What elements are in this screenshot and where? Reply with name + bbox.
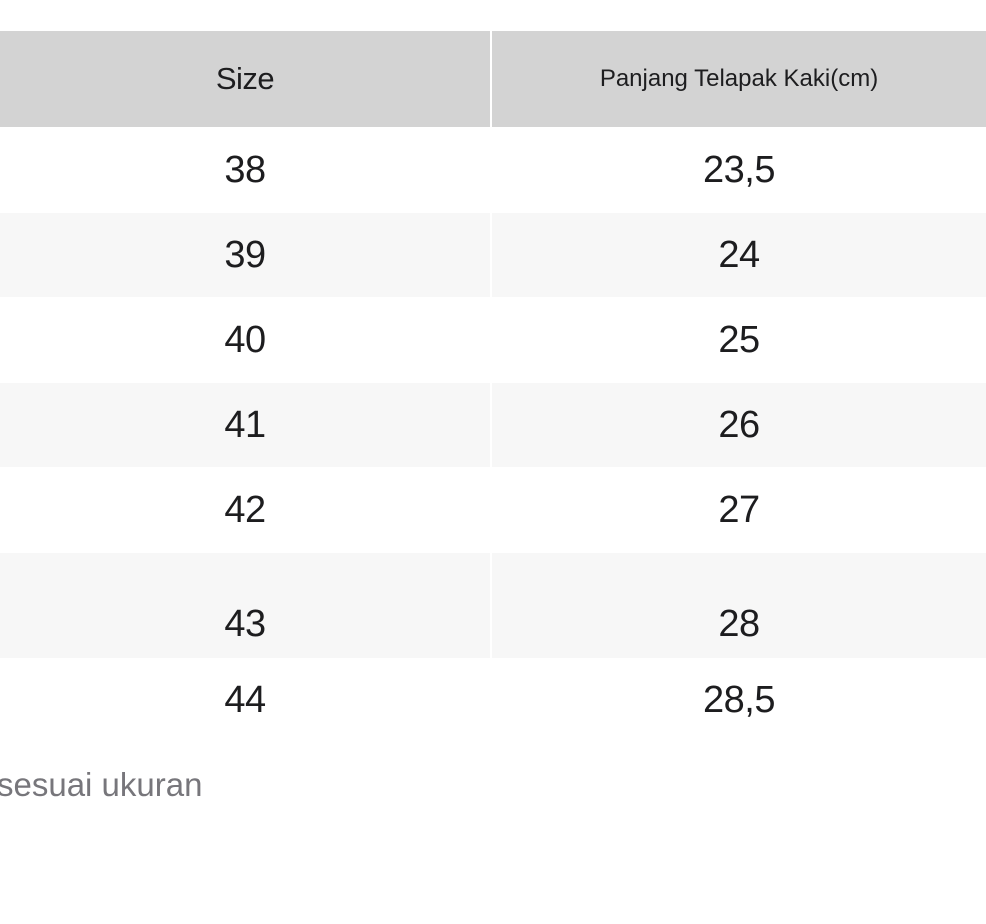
length-cell: 27 <box>490 467 986 553</box>
length-cell: 28 <box>490 553 986 658</box>
size-cell: 41 <box>224 403 266 446</box>
length-cell: 24 <box>490 213 986 297</box>
length-cell: 26 <box>490 383 986 467</box>
size-cell: 44 <box>224 678 266 721</box>
length-column-header: Panjang Telapak Kaki(cm) <box>490 31 986 127</box>
table-row: 44 28,5 <box>0 658 986 742</box>
table-row: 39 24 <box>0 213 986 297</box>
fit-note: sesuai ukuran <box>0 766 203 803</box>
size-cell: 42 <box>224 488 266 531</box>
table-row: 41 26 <box>0 383 986 467</box>
size-cell: 40 <box>224 318 266 361</box>
size-table: Size Panjang Telapak Kaki(cm) 38 23,5 39… <box>0 31 986 742</box>
size-column-header: Size <box>215 61 275 96</box>
size-cell: 43 <box>224 603 266 645</box>
length-cell: 28,5 <box>490 658 986 742</box>
size-cell: 38 <box>224 148 266 191</box>
size-cell: 39 <box>224 233 266 276</box>
table-header-row: Size Panjang Telapak Kaki(cm) <box>0 31 986 127</box>
table-row: 43 28 <box>0 553 986 658</box>
length-cell: 25 <box>490 297 986 383</box>
length-cell: 23,5 <box>490 127 986 213</box>
table-row: 42 27 <box>0 467 986 553</box>
table-row: 40 25 <box>0 297 986 383</box>
table-row: 38 23,5 <box>0 127 986 213</box>
